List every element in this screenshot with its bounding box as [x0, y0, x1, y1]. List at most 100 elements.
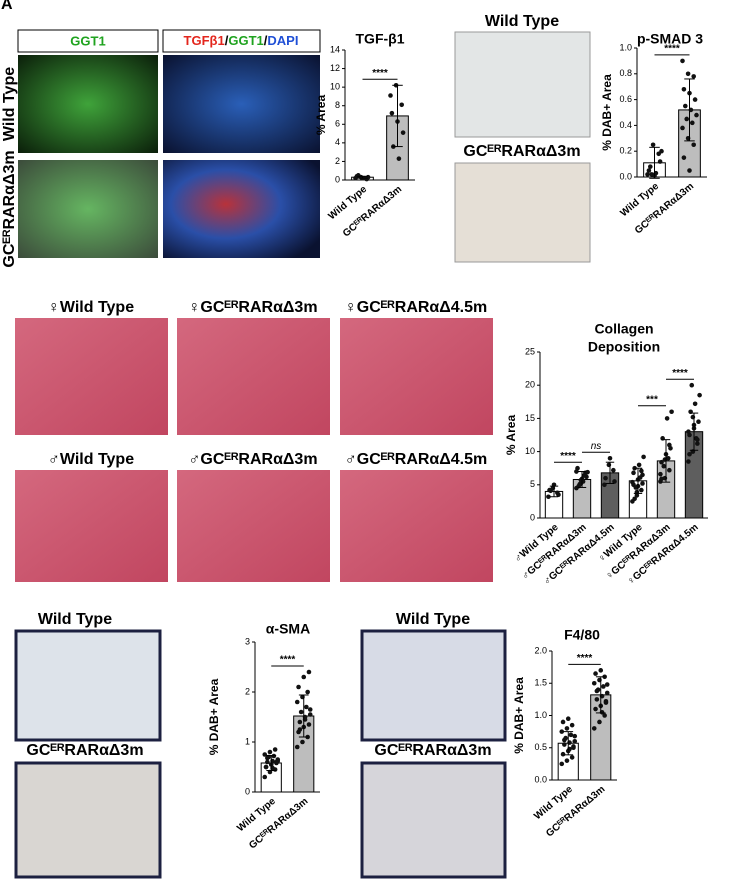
y-tick-label: 0.6 — [619, 94, 632, 104]
data-point — [296, 684, 301, 690]
data-point — [565, 716, 571, 722]
data-point — [681, 86, 687, 92]
data-point — [301, 674, 307, 680]
data-point — [577, 481, 583, 487]
data-point — [275, 758, 281, 764]
micrograph — [177, 318, 330, 435]
micrograph — [340, 318, 493, 435]
data-point — [304, 704, 309, 710]
y-tick-label: 0.4 — [619, 120, 632, 130]
y-tick-label: 1.0 — [534, 710, 547, 720]
data-point — [667, 467, 672, 473]
data-point — [305, 689, 310, 695]
data-point — [659, 476, 664, 482]
data-point — [568, 732, 574, 738]
x-tick-label: GCᴱᴿRARαΔ3m — [544, 784, 607, 840]
data-point — [646, 168, 652, 173]
data-point — [603, 475, 608, 481]
y-tick-label: 1.5 — [534, 678, 547, 688]
data-point — [559, 729, 565, 734]
data-point — [593, 671, 598, 676]
significance-label: **** — [372, 68, 388, 79]
y-tick-label: 12 — [330, 63, 340, 73]
data-point — [686, 429, 691, 434]
y-tick-label: 5 — [530, 479, 535, 489]
data-point — [556, 492, 561, 498]
y-tick-label: 0 — [335, 174, 340, 184]
micrograph — [15, 318, 168, 435]
data-point — [594, 697, 600, 702]
data-point — [664, 416, 670, 421]
data-point — [389, 110, 395, 116]
data-point — [687, 451, 692, 457]
row-label: GCᴱᴿRARαΔ3m — [1, 150, 18, 267]
y-tick-label: 0 — [245, 786, 250, 796]
data-point — [307, 707, 313, 712]
data-point — [661, 463, 667, 469]
y-axis-label: % DAB+ Area — [512, 677, 526, 754]
data-point — [611, 467, 616, 473]
data-point — [294, 699, 300, 705]
panel-label: A — [1, 0, 13, 13]
data-point — [585, 469, 590, 475]
data-point — [639, 487, 644, 493]
y-tick-label: 4 — [335, 137, 340, 147]
data-point — [594, 688, 600, 694]
y-tick-label: 0.8 — [619, 68, 632, 78]
data-point — [564, 726, 570, 731]
data-point — [667, 442, 672, 448]
y-tick-label: 0.0 — [619, 171, 632, 181]
micrograph — [18, 160, 158, 258]
y-tick-label: 2.0 — [534, 645, 547, 655]
data-point — [657, 159, 663, 164]
header-part: / — [225, 33, 229, 48]
y-axis-label: % Area — [504, 415, 518, 456]
chart-title: α-SMA — [266, 621, 310, 637]
image-header: GGT1 — [70, 33, 105, 48]
data-point — [680, 125, 685, 131]
data-point — [634, 493, 640, 498]
data-point — [388, 93, 393, 98]
significance-label: **** — [664, 44, 680, 55]
significance-label: **** — [672, 368, 688, 379]
image-title: GCᴱᴿRARαΔ3m — [374, 742, 491, 759]
data-point — [593, 706, 598, 712]
micrograph — [360, 761, 507, 879]
micrograph — [360, 629, 507, 742]
data-point — [680, 58, 685, 64]
image-title: ♀GCᴱᴿRARαΔ3m — [188, 299, 317, 316]
data-point — [262, 752, 268, 757]
data-point — [591, 726, 597, 731]
data-point — [569, 722, 575, 728]
micrograph — [163, 160, 320, 258]
x-tick-label: GCᴱᴿRARαΔ3m — [247, 796, 310, 852]
data-point — [604, 690, 610, 696]
data-point — [645, 172, 650, 177]
y-tick-label: 0.5 — [534, 742, 547, 752]
row-label: Wild Type — [1, 67, 18, 141]
image-title: Wild Type — [485, 13, 559, 30]
significance-label: **** — [560, 451, 576, 462]
data-point — [632, 496, 637, 502]
data-point — [267, 749, 273, 755]
image-title: ♂GCᴱᴿRARαΔ3m — [188, 451, 317, 468]
significance-label: **** — [280, 655, 296, 666]
data-point — [612, 479, 617, 484]
data-point — [631, 470, 636, 476]
image-title: ♀Wild Type — [48, 299, 134, 316]
y-tick-label: 2 — [245, 686, 250, 696]
data-point — [603, 699, 609, 704]
data-point — [356, 173, 361, 178]
data-point — [562, 742, 567, 747]
significance-label: *** — [646, 394, 658, 405]
data-point — [697, 392, 702, 398]
data-point — [687, 168, 692, 173]
data-point — [598, 668, 604, 673]
data-point — [649, 172, 654, 177]
data-point — [572, 739, 578, 744]
data-point — [396, 156, 402, 161]
data-point — [692, 97, 698, 102]
data-point — [659, 148, 664, 154]
data-point — [306, 722, 312, 727]
data-point — [597, 719, 602, 725]
